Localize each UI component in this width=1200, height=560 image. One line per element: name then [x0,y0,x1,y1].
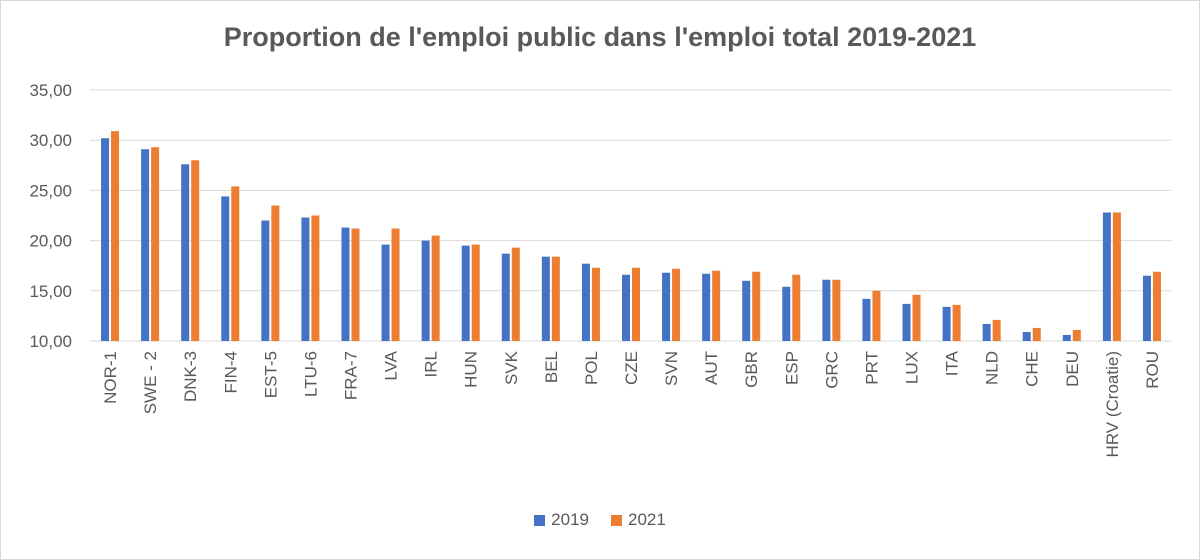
y-tick-label-30: 30,00 [29,131,72,150]
x-tick-label-est-5: EST-5 [261,351,280,398]
x-tick-label-che: CHE [1023,351,1042,387]
bar-2019-esp [782,286,791,341]
x-tick-label-prt: PRT [862,351,881,385]
y-tick-label-15: 15,00 [29,282,72,301]
bar-2021-est-5 [271,205,280,341]
bar-2019-swe-2 [141,149,150,341]
bar-2019-bel [541,256,550,341]
bar-2019-dnk-3 [181,164,190,341]
x-tick-label-gbr: GBR [742,351,761,388]
x-tick-label-cze: CZE [622,351,641,385]
bar-2021-nld [992,319,1001,341]
bar-2019-svk [501,253,510,341]
bar-2021-fin-4 [231,186,240,341]
bar-2021-bel [551,256,560,341]
bar-2021-lva [391,228,400,341]
x-tick-label-esp: ESP [782,351,801,385]
legend-swatch-2021 [611,514,622,526]
legend-item-2021: 2021 [611,510,666,530]
bar-2021-gbr [752,271,761,341]
x-tick-label-ita: ITA [943,350,962,376]
x-tick-label-pol: POL [582,351,601,385]
x-tick-label-deu: DEU [1063,351,1082,387]
x-tick-label-nor-1: NOR-1 [101,351,120,404]
x-tick-label-aut: AUT [702,351,721,385]
bar-2021-ita [952,304,961,341]
bar-2021-pol [591,267,600,341]
bar-2019-hrv-croatie- [1102,212,1111,341]
bar-2021-aut [712,270,721,341]
bar-2019-grc [822,279,831,341]
bar-2019-deu [1062,334,1071,341]
bar-2019-irl [421,240,430,341]
y-tick-label-10: 10,00 [29,332,72,351]
bar-2019-fin-4 [221,196,230,341]
bar-2019-ltu-6 [301,217,310,341]
x-tick-label-svk: SVK [502,350,521,385]
bar-2021-esp [792,274,801,341]
bar-2021-ltu-6 [311,215,320,341]
legend: 2019 2021 [0,510,1200,530]
bar-2021-hun [471,244,480,341]
bar-2019-che [1022,331,1031,341]
bar-2019-aut [702,273,711,341]
legend-item-2019: 2019 [534,510,589,530]
x-tick-label-lux: LUX [903,351,922,384]
bar-2019-fra-7 [341,227,350,341]
x-tick-label-fin-4: FIN-4 [221,351,240,394]
bar-2019-svn [662,272,671,341]
chart-title: Proportion de l'emploi public dans l'emp… [223,22,977,52]
bar-2019-prt [862,298,871,341]
bar-2019-nld [982,323,991,341]
bar-2019-nor-1 [101,138,110,341]
bar-2021-rou [1152,271,1161,341]
bar-2019-gbr [742,280,751,341]
bar-2019-pol [581,263,590,341]
x-tick-label-hrv-croatie-: HRV (Croatie) [1103,351,1122,457]
x-tick-label-ltu-6: LTU-6 [301,351,320,397]
x-tick-label-lva: LVA [382,350,401,380]
x-tick-label-bel: BEL [542,351,561,383]
bar-2021-fra-7 [351,228,360,341]
x-tick-label-grc: GRC [822,351,841,389]
bar-2021-nor-1 [111,131,120,341]
bar-2021-svk [511,247,520,341]
x-tick-label-irl: IRL [422,351,441,377]
bar-2019-lva [381,244,390,341]
x-tick-label-dnk-3: DNK-3 [181,351,200,402]
bar-2021-che [1032,327,1041,341]
x-tick-label-swe-2: SWE - 2 [141,351,160,414]
bar-2021-svn [672,268,681,341]
x-tick-label-fra-7: FRA-7 [341,351,360,400]
bar-2021-hrv-croatie- [1112,212,1121,341]
bar-2021-irl [431,235,440,341]
legend-label-2019: 2019 [551,510,589,529]
x-tick-label-rou: ROU [1143,351,1162,389]
bar-2019-hun [461,245,470,341]
bar-2021-swe-2 [151,147,160,341]
x-tick-label-svn: SVN [662,351,681,386]
y-tick-label-20: 20,00 [29,232,72,251]
bar-2021-cze [632,267,640,341]
bar-2019-ita [942,306,951,341]
bar-2021-deu [1072,329,1081,341]
bar-2019-est-5 [261,220,270,341]
bar-2021-lux [912,294,921,341]
bar-2021-prt [872,290,881,341]
x-tick-label-nld: NLD [983,351,1002,385]
bar-2019-lux [902,303,911,341]
y-tick-label-35: 35,00 [29,81,72,100]
bar-2021-grc [832,279,841,341]
x-tick-label-hun: HUN [462,351,481,388]
y-tick-label-25: 25,00 [29,181,72,200]
legend-label-2021: 2021 [628,510,666,529]
bar-2019-cze [622,274,630,341]
bar-2019-rou [1142,275,1151,341]
bar-2021-dnk-3 [191,160,200,341]
legend-swatch-2019 [534,514,546,526]
